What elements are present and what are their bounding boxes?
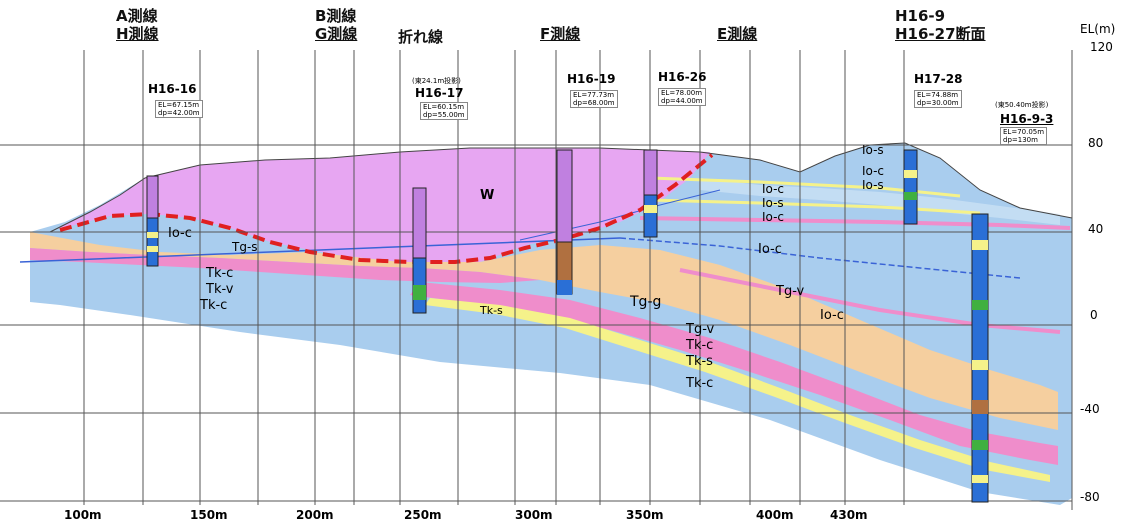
- io-stripe-4: [679, 268, 1061, 334]
- layer-label-io-c-right-2: Io-c: [762, 210, 785, 224]
- borehole-label-h16-17: H16-17: [415, 86, 464, 100]
- blue-line-2: [619, 237, 1021, 279]
- layer-label-tk-s-left: Tk-s: [480, 304, 503, 317]
- header-f-line: F測線: [540, 25, 581, 43]
- layer-tk-v-right: [410, 282, 1058, 465]
- borehole-info-h16-26-dp: dp=44.00m: [661, 97, 703, 105]
- el-tick-0: 0: [1090, 308, 1098, 322]
- layer-tg: [30, 232, 1058, 430]
- layer-label-tg-g: Tg-g: [630, 294, 662, 310]
- header-h-line: H測線: [116, 25, 159, 43]
- borehole-label-h17-28: H17-28: [914, 72, 963, 86]
- io-stripe-2: [649, 198, 981, 215]
- header-a-line-text: A測線: [116, 7, 158, 25]
- layer-label-tg-s-left: Tg-s: [232, 240, 258, 254]
- x-tick-200: 200m: [296, 508, 334, 522]
- x-tick-300: 300m: [515, 508, 553, 522]
- layer-label-io-c-left: Io-c: [168, 226, 192, 241]
- borehole-info-h16-17: EL=60.15m dp=55.00m: [420, 102, 468, 120]
- el-tick-120: 120: [1090, 40, 1113, 54]
- borehole-info-h17-28: EL=74.88m dp=30.00m: [914, 90, 962, 108]
- x-tick-400: 400m: [756, 508, 794, 522]
- borehole-info-h16-9-3-el: EL=70.05m: [1003, 128, 1045, 136]
- header-h16-9: H16-9: [895, 7, 946, 25]
- borehole-h16-19: [556, 149, 573, 295]
- layer-label-io-c-lower: Io-c: [820, 308, 844, 323]
- ground-surface: [49, 142, 1073, 233]
- layer-label-tk-c-4: Tk-c: [686, 376, 714, 391]
- layer-w: [50, 148, 710, 265]
- blue-line-1: [19, 237, 621, 263]
- header-h16-27: H16-27断面: [895, 25, 986, 43]
- el-tick-40: 40: [1088, 222, 1104, 236]
- header-b-line: B測線: [315, 7, 357, 25]
- borehole-info-h17-28-dp: dp=30.00m: [917, 99, 959, 107]
- layer-label-io-c-mid: Io-c: [758, 242, 782, 257]
- borehole-info-h16-9-3-dp: dp=130m: [1003, 136, 1038, 144]
- layer-label-tg-v-lower: Tg-v: [686, 322, 715, 337]
- layer-label-tk-c-2: Tk-c: [200, 298, 228, 313]
- el-tick-minus80: -80: [1080, 490, 1100, 504]
- borehole-info-h16-16: EL=67.15m dp=42.00m: [155, 100, 203, 118]
- grid: [0, 50, 1073, 510]
- layer-label-tk-c-1: Tk-c: [206, 266, 234, 281]
- borehole-info-h16-19: EL=77.73m dp=68.00m: [570, 90, 618, 108]
- el-tick-80: 80: [1088, 136, 1104, 150]
- borehole-label-h16-26: H16-26: [658, 70, 707, 84]
- borehole-h16-16: [146, 175, 159, 267]
- layer-io-left: [40, 214, 300, 255]
- el-axis-title: EL(m): [1080, 22, 1116, 36]
- header-folded-line: 折れ線: [398, 28, 444, 46]
- borehole-h16-9-3: [971, 213, 989, 503]
- borehole-h16-26: [643, 149, 658, 238]
- borehole-info-h17-28-el: EL=74.88m: [917, 91, 959, 99]
- borehole-info-h16-16-dp: dp=42.00m: [158, 109, 200, 117]
- el-tick-minus40: -40: [1080, 402, 1100, 416]
- borehole-note-h16-17: (東24.1m投影): [412, 77, 461, 85]
- borehole-label-h16-16: H16-16: [148, 82, 197, 96]
- borehole-h16-17: [412, 187, 427, 314]
- borehole-label-h16-9-3: H16-9-3: [1000, 112, 1054, 126]
- borehole-info-h16-19-el: EL=77.73m: [573, 91, 615, 99]
- borehole-info-h16-26-el: EL=78.00m: [661, 89, 703, 97]
- layer-label-tk-v-1: Tk-v: [206, 282, 234, 297]
- layer-label-tg-v: Tg-v: [776, 284, 805, 299]
- borehole-info-h16-16-el: EL=67.15m: [158, 101, 200, 109]
- borehole-info-h16-26: EL=78.00m dp=44.00m: [658, 88, 706, 106]
- layer-label-io-s-right: Io-s: [762, 196, 784, 210]
- borehole-label-h16-19: H16-19: [567, 72, 616, 86]
- io-stripe-3: [639, 216, 1071, 230]
- borehole-info-h16-17-dp: dp=55.00m: [423, 111, 465, 119]
- borehole-h17-28: [903, 149, 918, 225]
- x-tick-150: 150m: [190, 508, 228, 522]
- io-stripe-1: [649, 176, 961, 198]
- layer-label-tk-c-3: Tk-c: [686, 338, 714, 353]
- fault-line: [59, 153, 714, 264]
- header-a-line: A測線: [116, 8, 158, 25]
- borehole-info-h16-9-3: EL=70.05m dp=130m: [1000, 127, 1048, 145]
- layer-label-io-s-top-2: Io-s: [862, 178, 884, 192]
- layer-label-io-c-right-1: Io-c: [762, 182, 785, 196]
- layer-label-tk-s-right: Tk-s: [686, 354, 713, 369]
- x-tick-250: 250m: [404, 508, 442, 522]
- layer-tk-s: [425, 298, 1050, 482]
- x-tick-100: 100m: [64, 508, 102, 522]
- layer-label-w: W: [480, 188, 495, 203]
- header-g-line: G測線: [315, 25, 358, 43]
- borehole-info-h16-19-dp: dp=68.00m: [573, 99, 615, 107]
- borehole-info-h16-17-el: EL=60.15m: [423, 103, 465, 111]
- header-e-line: E測線: [717, 25, 758, 43]
- layer-label-io-c-top: Io-c: [862, 164, 885, 178]
- borehole-note-h16-9-3: (東50.40m投影): [995, 101, 1049, 109]
- x-tick-350: 350m: [626, 508, 664, 522]
- layer-label-io-s-top: Io-s: [862, 143, 884, 157]
- x-tick-430: 430m: [830, 508, 868, 522]
